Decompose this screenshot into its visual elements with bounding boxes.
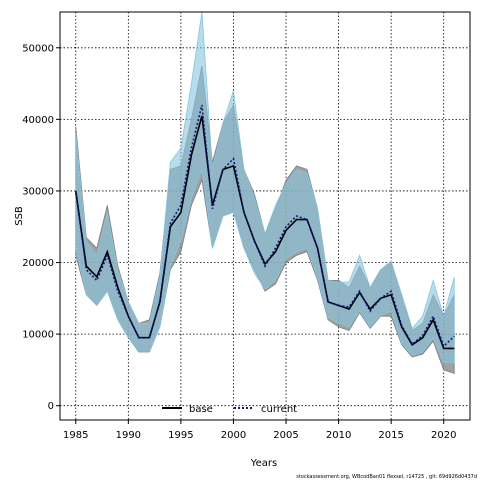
y-tick-label: 30000 (22, 186, 54, 197)
x-tick-label: 2005 (273, 430, 298, 441)
y-tick-label: 40000 (22, 115, 54, 126)
y-tick-label: 50000 (22, 43, 54, 54)
line-current (74, 104, 455, 348)
x-tick-label: 2010 (326, 430, 351, 441)
band-current (75, 11, 455, 364)
line-base (74, 115, 455, 350)
x-tick-label: 1995 (168, 430, 193, 441)
grid-lines (60, 12, 470, 420)
x-tick-label: 1990 (116, 430, 141, 441)
legend: base current (162, 404, 297, 415)
x-tick-label: 2000 (221, 430, 246, 441)
y-axis-label: SSB (14, 206, 25, 226)
footnote: stockassessment.org, WBcodBan01 flexsel,… (296, 474, 477, 480)
y-tick-label: 10000 (22, 330, 54, 341)
y-tick-label: 20000 (22, 258, 54, 269)
plot-frame (59, 11, 471, 421)
x-tick-label: 1985 (63, 430, 88, 441)
series-lines (74, 104, 455, 350)
x-axis-label: Years (250, 458, 277, 469)
legend-label-current: current (261, 404, 297, 415)
y-axis-ticks: 0 10000 20000 30000 40000 50000 (22, 43, 60, 412)
x-tick-label: 2015 (378, 430, 403, 441)
x-tick-label: 2020 (431, 430, 456, 441)
confidence-bands (75, 11, 455, 375)
x-axis-ticks: 1985 1990 1995 2000 2005 2010 2015 2020 (63, 420, 456, 441)
y-tick-label: 0 (48, 401, 54, 412)
legend-label-base: base (189, 404, 213, 415)
